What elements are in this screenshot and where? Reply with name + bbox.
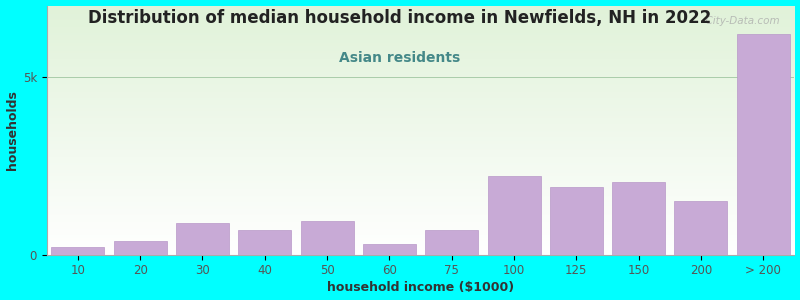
- Y-axis label: households: households: [6, 90, 18, 170]
- Bar: [612, 182, 665, 255]
- Bar: [426, 230, 478, 255]
- Bar: [176, 223, 229, 255]
- Bar: [487, 176, 541, 255]
- Text: City-Data.com: City-Data.com: [699, 16, 779, 26]
- Bar: [550, 187, 603, 255]
- Bar: [114, 241, 166, 255]
- Text: Asian residents: Asian residents: [339, 51, 461, 65]
- Bar: [301, 221, 354, 255]
- X-axis label: household income ($1000): household income ($1000): [327, 281, 514, 294]
- Bar: [51, 248, 104, 255]
- Bar: [363, 244, 416, 255]
- Bar: [674, 201, 727, 255]
- Bar: [238, 230, 291, 255]
- Text: Distribution of median household income in Newfields, NH in 2022: Distribution of median household income …: [88, 9, 712, 27]
- Bar: [737, 34, 790, 255]
